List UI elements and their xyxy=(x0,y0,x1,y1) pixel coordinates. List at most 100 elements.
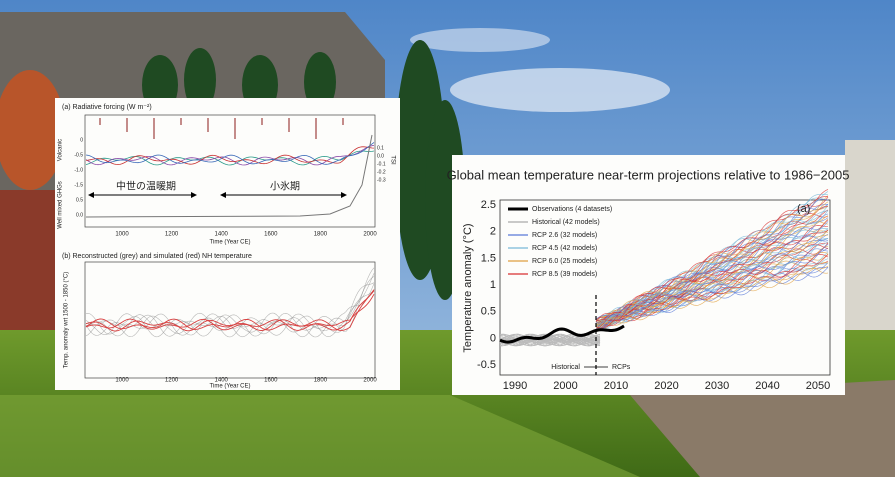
x-tick-label: 1400 xyxy=(215,232,229,238)
model-line xyxy=(499,335,601,347)
y-tick-label: -0.5 xyxy=(74,152,83,158)
cloud xyxy=(410,28,550,52)
observation-line xyxy=(499,324,625,344)
autumn-tree xyxy=(0,70,65,190)
projection-line xyxy=(595,196,828,322)
x-tick-label: 1400 xyxy=(215,378,229,384)
axis-label: Time (Year CE) xyxy=(210,240,251,246)
plot-frame xyxy=(499,199,831,376)
lawn-light xyxy=(0,395,640,477)
legend-label: Historical (42 models) xyxy=(532,219,600,226)
x-tick-label: 1800 xyxy=(314,232,328,238)
legend-label: RCP 2.6 (32 models) xyxy=(532,232,597,239)
x-tick-label: 2030 xyxy=(705,380,729,392)
projection-line xyxy=(595,234,829,326)
x-tick-label: 2050 xyxy=(806,380,830,392)
y-tick-label: 2 xyxy=(490,226,496,238)
y-tick-label: 0.1 xyxy=(377,145,384,151)
forcing-line xyxy=(85,146,375,166)
projection-line xyxy=(595,243,829,326)
y-tick-label: -0.5 xyxy=(477,359,496,371)
cloud xyxy=(450,68,670,112)
x-tick-label: 1000 xyxy=(115,232,129,238)
annotation: Historical xyxy=(551,364,580,371)
panel-title: (b) Reconstructed (grey) and simulated (… xyxy=(62,253,252,260)
arrowhead xyxy=(191,192,197,198)
projection-line xyxy=(595,229,829,329)
x-tick-label: 1600 xyxy=(264,378,278,384)
forcing-line xyxy=(85,145,375,166)
y-tick-label: 0.0 xyxy=(377,153,384,159)
x-tick-label: 2000 xyxy=(363,232,377,238)
x-tick-label: 1200 xyxy=(165,232,179,238)
house xyxy=(845,140,895,340)
projection-curves xyxy=(499,189,829,347)
panel-title: (a) Radiative forcing (W m⁻²) xyxy=(62,104,152,111)
projection-line xyxy=(595,205,828,322)
sim-line xyxy=(85,290,375,332)
y-tick-label: 2.5 xyxy=(481,199,496,211)
deck xyxy=(630,380,895,477)
x-tick-label: 1000 xyxy=(115,378,129,384)
x-tick-label: 2010 xyxy=(604,380,628,392)
axis-label: Temperature anomaly (°C) xyxy=(462,223,474,352)
plot-a-frame xyxy=(84,114,376,228)
projection-line xyxy=(595,228,829,326)
axis-label: Time (Year CE) xyxy=(210,384,251,390)
axis-label: TSI xyxy=(389,155,395,165)
x-tick-label: 2000 xyxy=(553,380,577,392)
y-tick-label: -1.5 xyxy=(74,182,83,188)
arrowhead xyxy=(220,192,226,198)
y-tick-label: 0.0 xyxy=(76,212,83,218)
y-tick-label: 1 xyxy=(490,279,496,291)
annotation: RCPs xyxy=(612,364,631,371)
projection-line xyxy=(595,201,829,327)
projection-line xyxy=(595,267,829,331)
model-line xyxy=(499,333,601,345)
recon-line xyxy=(85,282,375,337)
x-tick-label: 2040 xyxy=(755,380,779,392)
projection-line xyxy=(595,265,829,327)
x-tick-label: 1200 xyxy=(165,378,179,384)
plot-b-frame xyxy=(84,261,376,379)
model-line xyxy=(499,333,601,345)
y-tick-label: 1.5 xyxy=(481,252,496,264)
ghg-line xyxy=(85,134,373,218)
model-line xyxy=(499,336,601,347)
sim-line xyxy=(85,289,375,331)
annotation: 小氷期 xyxy=(270,180,300,193)
y-tick-label: -0.1 xyxy=(377,161,386,167)
axis-label: Temp. anomaly wrt 1500 - 1850 (°C) xyxy=(64,272,70,368)
x-tick-label: 2000 xyxy=(363,378,377,384)
x-tick-label: 1800 xyxy=(314,378,328,384)
legend-label: RCP 6.0 (25 models) xyxy=(532,258,597,265)
forcing-line xyxy=(85,142,375,165)
recon-line xyxy=(85,273,375,338)
y-tick-label: 0.5 xyxy=(76,197,83,203)
y-tick-label: 0 xyxy=(490,332,496,344)
annotation: 中世の温暖期 xyxy=(116,180,176,193)
projection-line xyxy=(595,215,829,325)
legend-label: Observations (4 datasets) xyxy=(532,206,612,213)
projection-line xyxy=(595,244,829,330)
chart-title: Global mean temperature near-term projec… xyxy=(447,167,850,182)
projection-line xyxy=(595,221,829,331)
y-tick-label: -1.0 xyxy=(74,167,83,173)
projection-line xyxy=(595,210,829,331)
sim-line xyxy=(85,293,375,331)
y-tick-label: -0.2 xyxy=(377,169,386,175)
left-panel xyxy=(55,98,400,390)
legend-label: RCP 8.5 (39 models) xyxy=(532,271,597,278)
axis-label: Well mixed GHGs xyxy=(58,181,64,229)
right-panel xyxy=(452,155,845,395)
y-tick-label: -0.3 xyxy=(377,177,386,183)
arrowhead xyxy=(88,192,94,198)
projection-line xyxy=(595,254,829,331)
x-tick-label: 1600 xyxy=(264,232,278,238)
legend-label: RCP 4.5 (42 models) xyxy=(532,245,597,252)
forcing-line xyxy=(85,150,375,166)
x-tick-label: 2020 xyxy=(654,380,678,392)
recon-line xyxy=(85,289,375,338)
y-tick-label: 0.5 xyxy=(481,306,496,318)
